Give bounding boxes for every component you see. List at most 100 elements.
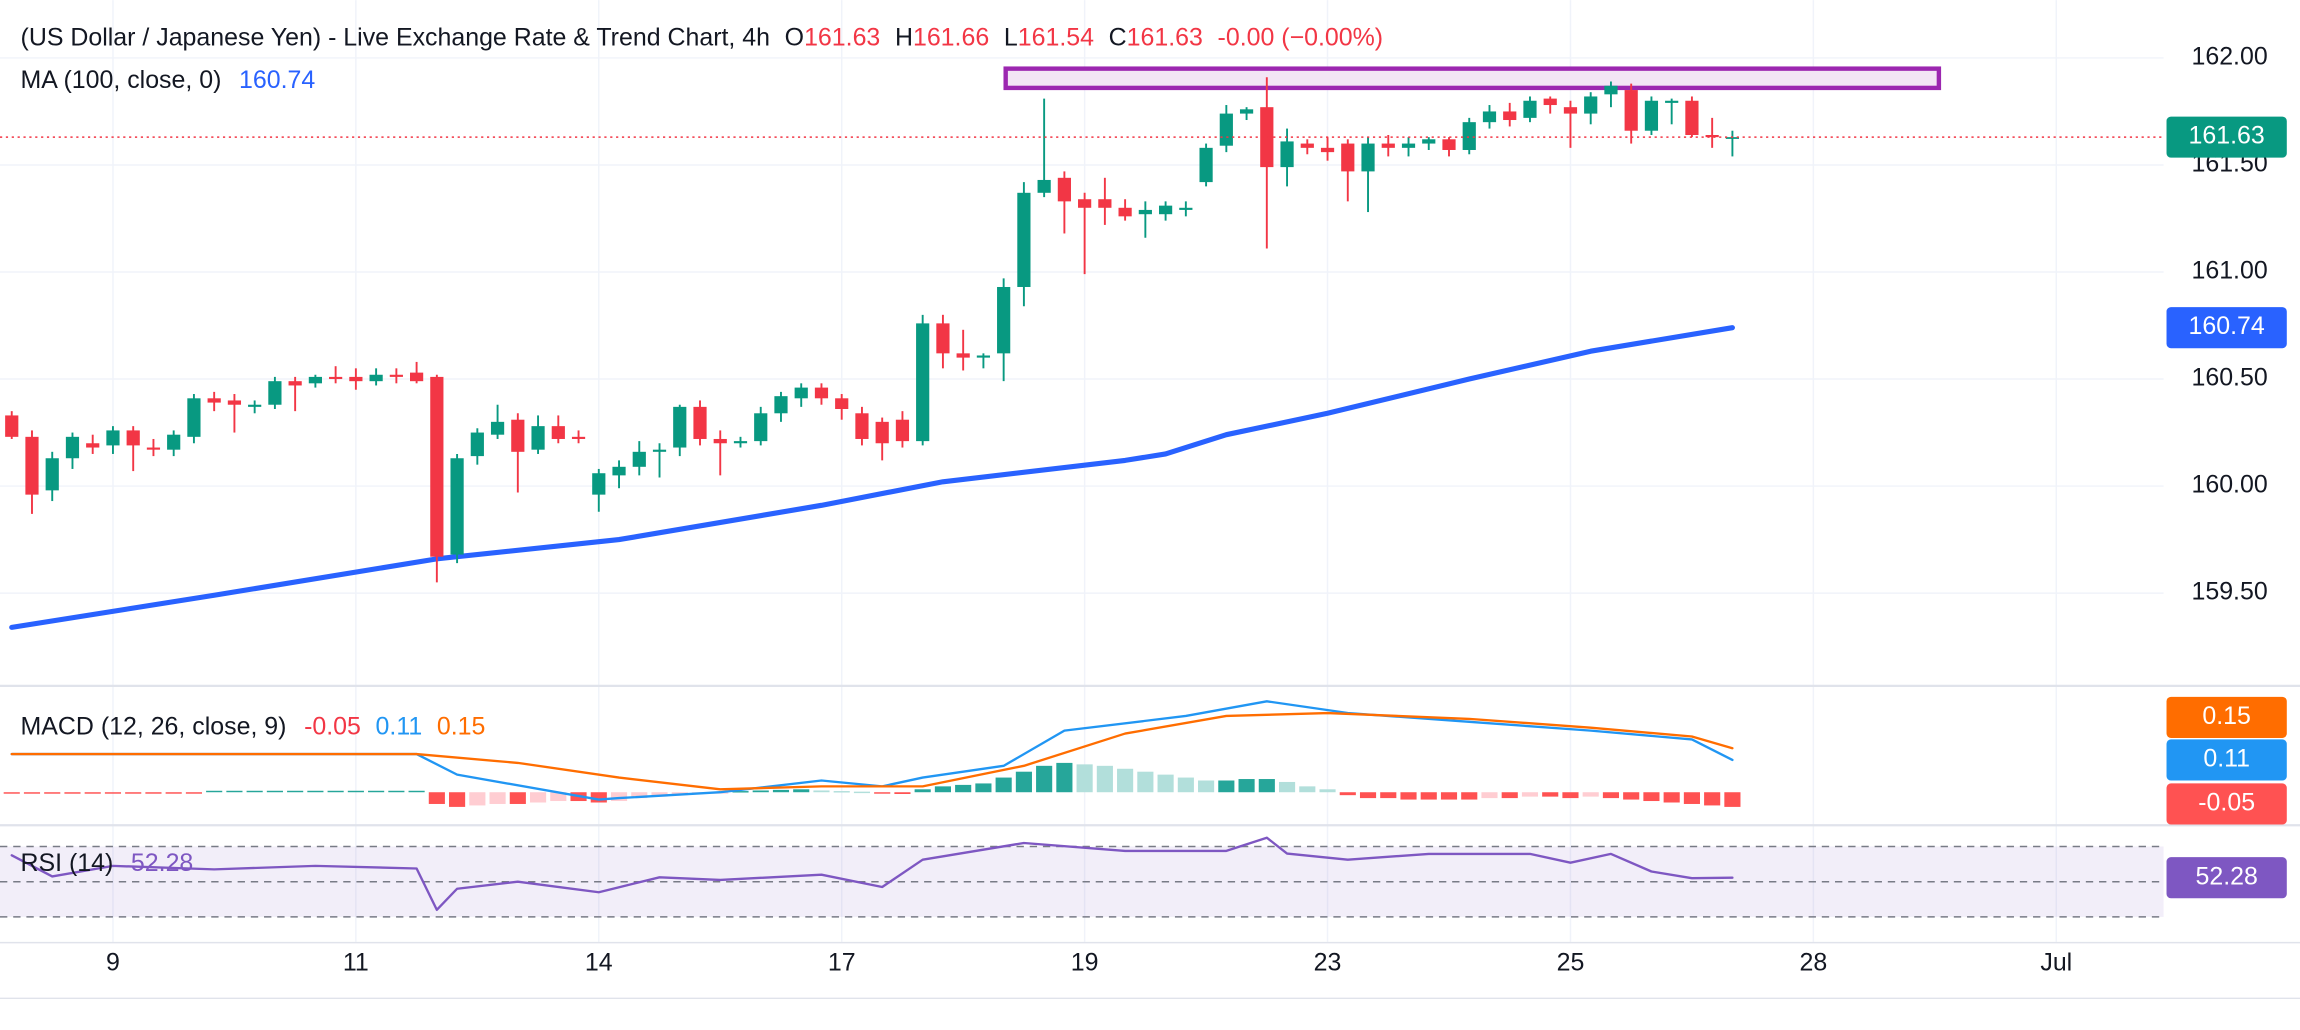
macd-histogram-bar [408,790,425,793]
candle-body [1078,199,1092,208]
candle-body [916,323,930,442]
macd-histogram-bar [1562,792,1579,799]
macd-histogram-bar [104,792,122,794]
signal-line [10,711,1734,791]
candle-body [167,434,181,450]
x-tick-label: 19 [1071,948,1099,976]
macd-histogram-bar [1663,792,1680,803]
candle-body [754,413,768,442]
macd-histogram-bar [1339,792,1356,796]
candle-body [652,449,667,452]
signal-label-box [2166,696,2287,738]
macd-hist-value: -0.05 [304,712,361,740]
macd-histogram-bar [752,790,769,793]
macd-histogram-bar [1461,792,1478,800]
macd-histogram-bar [914,789,931,793]
macd-histogram-bar [1683,792,1700,804]
candle-body [936,323,950,354]
y-tick-label: 160.00 [2191,471,2267,499]
candle-body [1725,137,1740,139]
ma-value: 160.74 [239,65,315,93]
candle-body [1644,100,1659,131]
ohlc-value: 161.66 [913,23,989,51]
candle-body [571,436,586,439]
macd-histogram-bar [347,790,364,793]
rsi-value: 52.28 [131,849,193,877]
macd-histogram-bar [1258,779,1275,793]
macd-histogram-bar [550,792,567,802]
signal-label-text: 0.15 [2202,702,2251,730]
macd-histogram-bar [165,792,182,794]
price-label-text: 161.63 [2189,122,2265,150]
macd-histogram-bar [793,789,810,793]
candle-body [835,398,849,410]
ohlc-value: 161.63 [804,23,880,51]
macd-label-box [2166,739,2287,781]
candle-body [592,473,606,495]
candle-body [1037,179,1051,193]
chart-title: (US Dollar / Japanese Yen) - Live Exchan… [21,23,770,51]
ohlc-letter: H [895,23,913,51]
macd-histogram-bar [327,790,344,793]
candle-body [86,443,100,448]
candle-body [1543,98,1557,106]
candle-body [1300,143,1314,148]
candle-body [1057,177,1071,202]
ma-label-text: 160.74 [2189,312,2265,340]
macd-histogram-bar [287,790,304,793]
macd-histogram-bar [246,790,263,793]
candle-body [410,372,424,382]
candle-body [612,466,626,476]
rsi-line [10,836,1734,912]
macd-histogram-bar [23,792,41,794]
macd-histogram-bar [64,792,81,794]
macd-histogram-bar [44,792,61,794]
x-tick-label: 25 [1557,948,1585,976]
macd-histogram-bar [1542,792,1559,797]
candle-body [1604,85,1618,95]
macd-histogram-bar [610,792,628,802]
macd-histogram-bar [1440,792,1458,800]
candle-body [1361,143,1375,172]
macd-histogram-bar [833,791,850,793]
macd-histogram-bar [1521,792,1539,797]
candle-body [1138,209,1152,215]
candle-body [713,438,727,444]
x-tick-label: 9 [106,948,120,976]
macd-histogram-bar [206,790,223,793]
macd-histogram-bar [489,792,506,804]
y-tick-label: 159.50 [2191,578,2267,606]
macd-histogram-bar [934,786,951,793]
candle-body [1381,143,1395,148]
macd-histogram-bar [772,789,790,793]
candle-body [308,376,322,384]
candle-body [774,396,788,414]
macd-histogram-bar [1157,774,1174,793]
candle-body [1665,100,1679,103]
macd-histogram-bar [813,790,830,793]
macd-histogram-bar [1076,764,1093,793]
macd-histogram-bar [1623,792,1640,800]
macd-histogram-bar [226,790,243,793]
candle-body [632,451,646,467]
change: -0.00 (−0.00%) [1218,23,1384,51]
data-layer [0,66,2164,912]
candle-body [1523,100,1537,118]
macd-histogram-bar [3,792,20,794]
macd-histogram-bar [1278,781,1296,793]
macd-histogram-bar [529,792,547,803]
candle-body [1462,122,1476,150]
candle-body [248,404,262,407]
macd-histogram-bar [651,792,668,797]
ohlc-value: 161.63 [1127,23,1203,51]
candle-body [997,286,1011,354]
candle-body [187,398,201,437]
signal-value: 0.15 [437,712,486,740]
macd-histogram-bar [266,790,283,793]
macd-histogram-bar [1015,771,1032,793]
candle-body [1179,207,1193,210]
candle-body [814,387,829,399]
rsi-label-box [2166,857,2287,899]
candle-body [1320,147,1335,153]
macd-histogram-bar [185,792,202,794]
